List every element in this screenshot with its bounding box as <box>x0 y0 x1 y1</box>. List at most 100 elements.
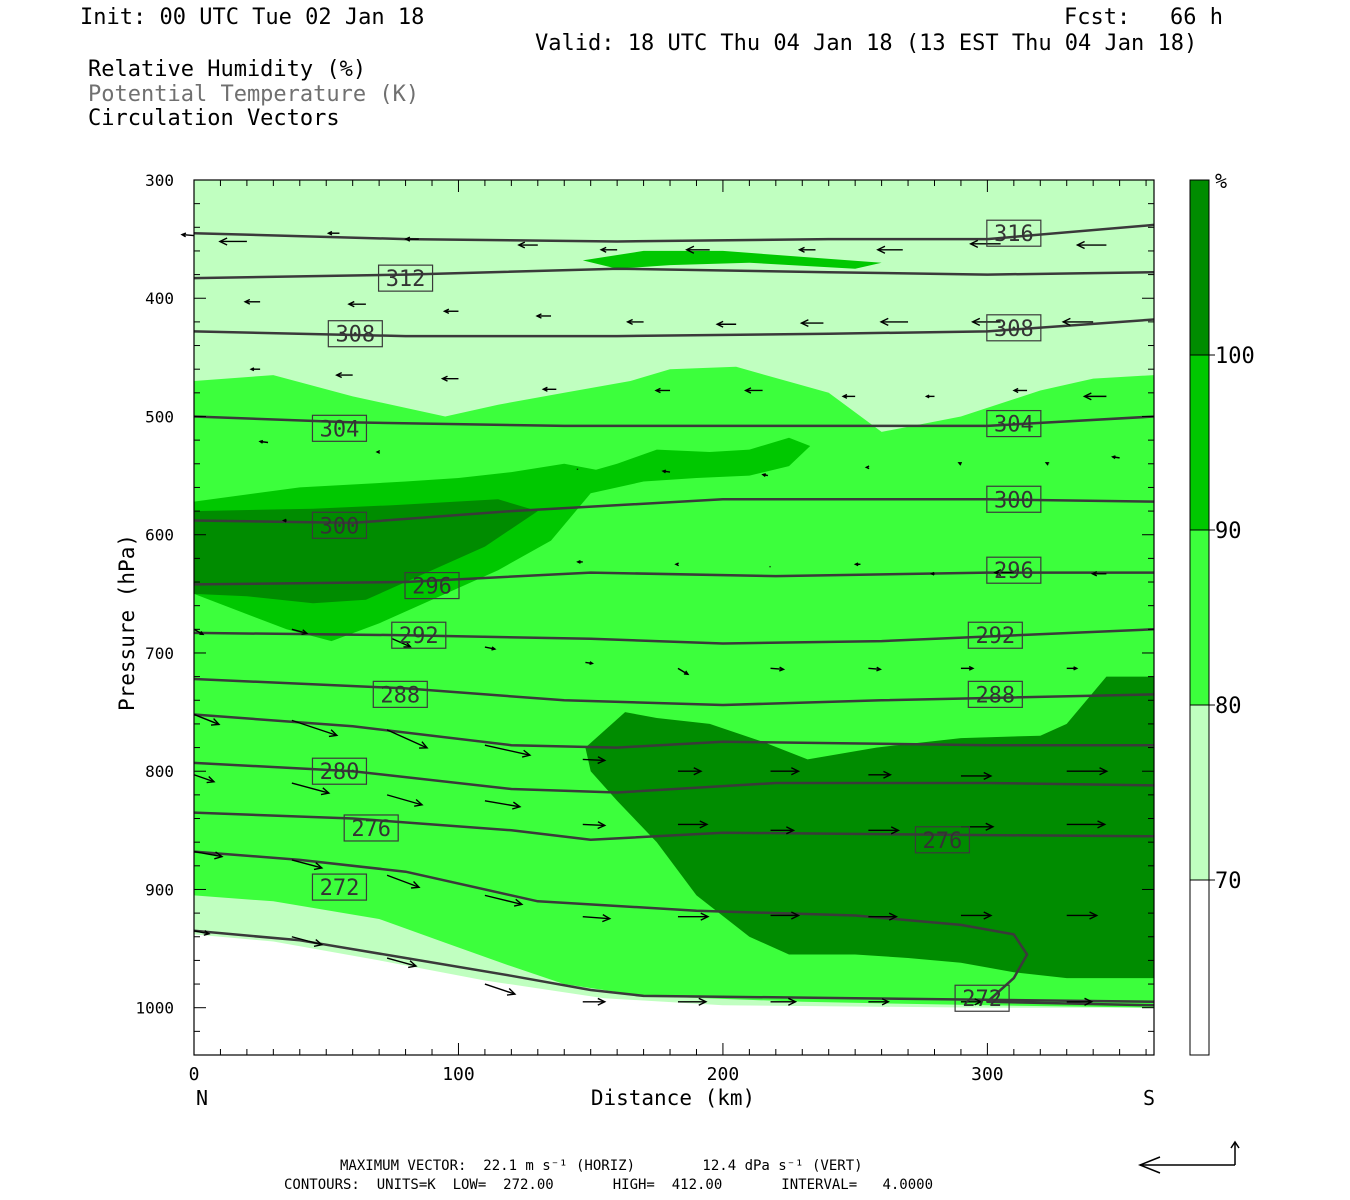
vector-head <box>597 997 607 1006</box>
vector-head <box>243 298 251 305</box>
contour-label-16: 276 <box>914 826 971 854</box>
circulation-vector-60 <box>1066 666 1079 671</box>
vector-head <box>969 239 979 248</box>
contour-label-12: 288 <box>372 680 428 708</box>
vector-head <box>974 998 983 1006</box>
vector-head <box>779 666 786 672</box>
circulation-vector-31 <box>258 439 269 444</box>
vector-head <box>249 367 255 372</box>
colorbar-label: 80 <box>1215 694 1242 719</box>
circulation-vector-88 <box>868 912 898 921</box>
vector-head <box>281 518 287 523</box>
contour-label-3: 308 <box>986 314 1042 342</box>
vector-head <box>258 439 264 444</box>
circulation-vector-39 <box>1044 462 1050 466</box>
contour-label-box <box>986 219 1042 247</box>
colorbar-label: 90 <box>1215 519 1242 544</box>
x-end-label-south: S <box>1143 1086 1155 1110</box>
contour-label-box <box>404 571 460 600</box>
vector-shaft <box>484 894 523 906</box>
circulation-vector-80 <box>1066 820 1107 829</box>
contour-label-text: 292 <box>975 624 1015 649</box>
contour-label-box <box>986 314 1042 342</box>
contour-label-text: 304 <box>320 417 360 442</box>
circulation-vector-3 <box>404 236 419 242</box>
rh-region-5 <box>585 676 1154 979</box>
y-tick-label: 900 <box>145 880 174 899</box>
circulation-vector-87 <box>770 911 801 920</box>
vector-head <box>1090 570 1098 577</box>
circulation-vector-62 <box>291 719 339 738</box>
vector-head <box>491 646 497 651</box>
colorbar-label: 100 <box>1215 344 1255 369</box>
init-time: Init: 00 UTC Tue 02 Jan 18 <box>80 5 425 30</box>
circulation-vector-32 <box>375 450 381 454</box>
vector-head <box>674 562 679 567</box>
vector-layer <box>180 230 1120 1006</box>
vector-head <box>535 313 542 319</box>
circulation-vector-65 <box>582 756 607 765</box>
vector-head <box>180 232 187 238</box>
vector-head <box>1012 387 1019 394</box>
y-tick-label: 1000 <box>135 999 174 1018</box>
vector-head <box>971 317 981 327</box>
vector-head <box>881 998 890 1006</box>
colorbar-segment-1 <box>1189 704 1210 881</box>
contour-label-9: 296 <box>986 556 1042 584</box>
vector-head <box>403 641 412 648</box>
circulation-vector-14 <box>535 313 552 319</box>
vector-head <box>983 911 993 920</box>
circulation-vector-100 <box>1066 997 1094 1006</box>
vector-head <box>700 912 710 921</box>
contour-label-text: 316 <box>994 222 1034 247</box>
theta-contour-284-8 <box>194 713 1154 749</box>
reference-vector-layer <box>1137 1140 1240 1174</box>
contour-label-10: 292 <box>391 621 447 649</box>
circulation-vector-28 <box>924 394 935 399</box>
vector-head <box>888 912 898 921</box>
vector-head <box>301 629 309 636</box>
vector-head <box>589 661 594 666</box>
vector-head <box>404 236 411 242</box>
circulation-vector-51 <box>193 628 205 636</box>
contour-label-box <box>311 414 368 442</box>
vector-shaft <box>386 957 417 967</box>
theta-contour-288-7 <box>194 677 1154 707</box>
circulation-vector-73 <box>386 794 424 807</box>
y-tick-label: 700 <box>145 644 174 663</box>
vector-head <box>375 450 381 454</box>
vector-head <box>924 394 930 399</box>
contour-label-layer: 316 312 308 308 304 304 300 300 296 296 292 292 288 2… <box>311 219 1042 1012</box>
contour-label-6: 300 <box>311 511 368 539</box>
circulation-vector-96 <box>677 997 708 1006</box>
circulation-vector-24 <box>541 386 557 392</box>
vector-head <box>203 930 211 936</box>
contour-label-15: 276 <box>343 814 399 842</box>
contour-label-text: 312 <box>386 267 426 292</box>
forecast-hour: Fcst: 66 h <box>1064 5 1223 30</box>
vector-head <box>853 562 859 567</box>
vector-head <box>1044 462 1050 466</box>
vector-head <box>521 749 532 758</box>
circulation-vector-1 <box>218 237 247 246</box>
vector-head <box>685 245 695 254</box>
vector-head <box>576 559 581 564</box>
circulation-vector-95 <box>582 997 607 1006</box>
circulation-vector-66 <box>677 767 703 776</box>
theta-contour-292-6 <box>194 628 1154 645</box>
vector-head <box>788 997 798 1006</box>
vector-shaft <box>677 667 689 675</box>
vector-shaft <box>181 233 195 237</box>
vector-head <box>414 799 424 807</box>
x-axis-title: Distance (km) <box>591 1086 755 1110</box>
vector-head <box>347 300 355 308</box>
legend-theta: Potential Temperature (K) <box>88 82 420 107</box>
vector-shaft <box>291 936 323 946</box>
circulation-vector-55 <box>585 661 594 666</box>
vector-head <box>786 826 796 835</box>
vector-head <box>599 246 607 253</box>
vector-head <box>218 237 228 246</box>
circulation-vector-91 <box>193 930 211 936</box>
circulation-vector-15 <box>625 318 644 325</box>
